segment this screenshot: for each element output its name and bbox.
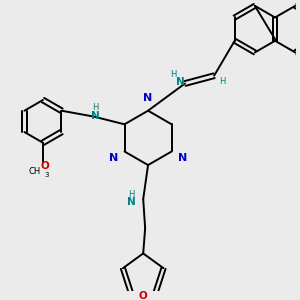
Text: N: N <box>176 76 184 87</box>
Text: O: O <box>40 161 49 171</box>
Text: H: H <box>128 190 135 199</box>
Text: CH: CH <box>28 167 40 176</box>
Text: H: H <box>92 103 99 112</box>
Text: N: N <box>91 111 100 121</box>
Text: 3: 3 <box>45 172 49 178</box>
Text: H: H <box>170 70 176 79</box>
Text: O: O <box>139 291 148 300</box>
Text: N: N <box>109 153 119 163</box>
Text: H: H <box>219 77 225 86</box>
Text: N: N <box>143 94 153 103</box>
Text: N: N <box>178 153 187 163</box>
Text: N: N <box>127 197 136 207</box>
